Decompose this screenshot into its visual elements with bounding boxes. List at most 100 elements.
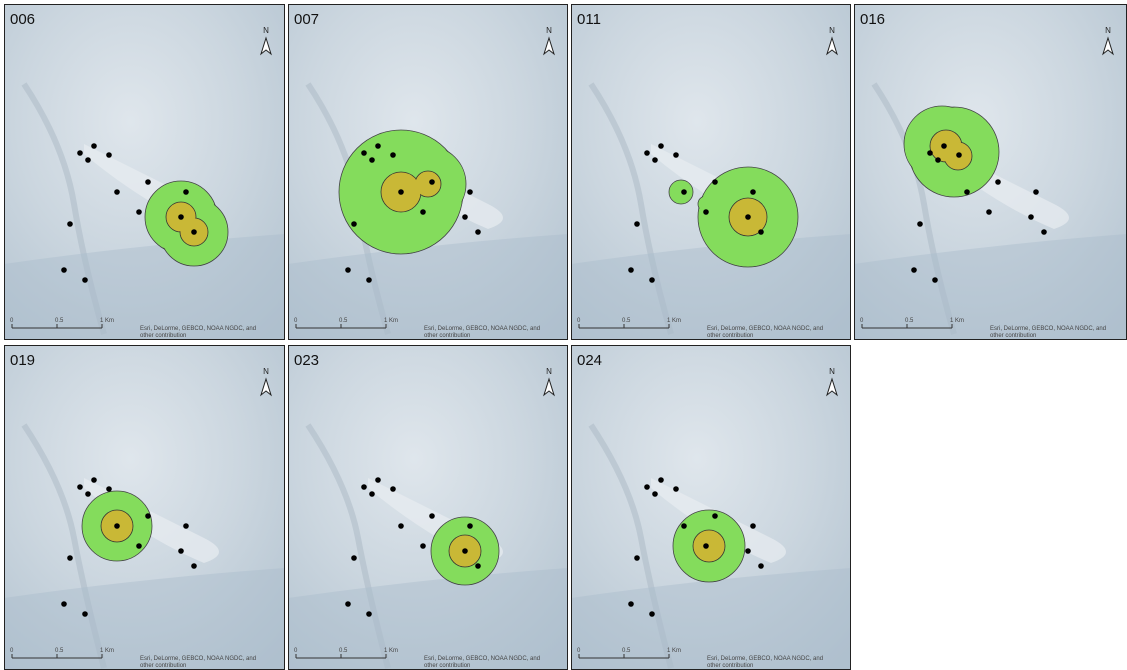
site-point: [745, 214, 751, 220]
site-point: [77, 484, 83, 490]
site-point: [77, 150, 83, 156]
attribution: other contribution: [990, 333, 1036, 339]
north-label: N: [1105, 26, 1111, 35]
site-point: [145, 179, 151, 185]
scale-label: 0.5: [905, 318, 914, 324]
attribution: other contribution: [707, 333, 753, 339]
site-point: [369, 491, 375, 497]
site-point: [375, 143, 381, 149]
site-point: [375, 477, 381, 483]
site-point: [145, 513, 151, 519]
site-point: [758, 563, 764, 569]
site-point: [67, 555, 73, 561]
site-point: [652, 157, 658, 163]
site-point: [628, 601, 634, 607]
site-point: [935, 157, 941, 163]
site-point: [1028, 214, 1034, 220]
scale-label: 1 Km: [100, 318, 114, 324]
site-point: [361, 484, 367, 490]
attribution: Esri, DeLorme, GEBCO, NOAA NGDC, and: [990, 326, 1106, 332]
site-point: [750, 189, 756, 195]
site-point: [956, 152, 962, 158]
site-point: [178, 548, 184, 554]
panel-label: 023: [294, 352, 319, 369]
scale-label: 0.5: [339, 648, 348, 654]
north-label: N: [546, 26, 552, 35]
site-point: [644, 484, 650, 490]
scale-label: 1 Km: [384, 648, 398, 654]
site-point: [345, 601, 351, 607]
site-point: [673, 486, 679, 492]
site-point: [345, 267, 351, 273]
north-label: N: [263, 367, 269, 376]
site-point: [941, 143, 947, 149]
scale-label: 0.5: [55, 318, 64, 324]
panel-label: 011: [577, 11, 601, 28]
site-point: [1033, 189, 1039, 195]
site-point: [1041, 229, 1047, 235]
scale-label: 1 Km: [950, 318, 964, 324]
site-point: [758, 229, 764, 235]
site-point: [191, 563, 197, 569]
site-point: [644, 150, 650, 156]
site-point: [986, 209, 992, 215]
site-point: [712, 513, 718, 519]
map-figure: 006N00.51 KmEsri, DeLorme, GEBCO, NOAA N…: [0, 0, 1127, 670]
map-content: [4, 345, 285, 670]
site-point: [178, 214, 184, 220]
site-point: [106, 152, 112, 158]
site-point: [106, 486, 112, 492]
site-point: [703, 543, 709, 549]
map-content: [571, 345, 851, 670]
panel-label: 024: [577, 352, 602, 369]
north-label: N: [263, 26, 269, 35]
site-point: [420, 543, 426, 549]
site-point: [85, 157, 91, 163]
site-point: [429, 179, 435, 185]
site-point: [658, 477, 664, 483]
site-point: [114, 189, 120, 195]
site-point: [462, 214, 468, 220]
site-point: [673, 152, 679, 158]
site-point: [927, 150, 933, 156]
north-label: N: [829, 26, 835, 35]
scale-label: 1 Km: [667, 648, 681, 654]
attribution: Esri, DeLorme, GEBCO, NOAA NGDC, and: [140, 326, 256, 332]
scale-label: 1 Km: [384, 318, 398, 324]
map-content: [571, 4, 851, 340]
site-point: [366, 277, 372, 283]
site-point: [634, 555, 640, 561]
attribution: Esri, DeLorme, GEBCO, NOAA NGDC, and: [707, 656, 823, 662]
site-point: [712, 179, 718, 185]
panel-label: 016: [860, 11, 885, 28]
attribution: other contribution: [140, 333, 186, 339]
outer-buffer: [670, 181, 693, 204]
outer-buffer: [699, 197, 714, 212]
attribution: other contribution: [424, 333, 470, 339]
site-point: [398, 523, 404, 529]
site-point: [183, 523, 189, 529]
attribution: Esri, DeLorme, GEBCO, NOAA NGDC, and: [140, 656, 256, 662]
site-point: [745, 548, 751, 554]
site-point: [82, 611, 88, 617]
site-point: [649, 277, 655, 283]
site-point: [114, 523, 120, 529]
map-content: [4, 4, 285, 340]
panel-label: 007: [294, 11, 319, 28]
scale-label: 0.5: [55, 648, 64, 654]
site-point: [932, 277, 938, 283]
attribution: Esri, DeLorme, GEBCO, NOAA NGDC, and: [424, 326, 540, 332]
site-point: [390, 486, 396, 492]
site-point: [82, 277, 88, 283]
map-content: [288, 4, 568, 340]
site-point: [85, 491, 91, 497]
scale-label: 0.5: [339, 318, 348, 324]
site-point: [681, 523, 687, 529]
map-panel: 011N00.51 KmEsri, DeLorme, GEBCO, NOAA N…: [571, 4, 851, 340]
site-point: [191, 229, 197, 235]
